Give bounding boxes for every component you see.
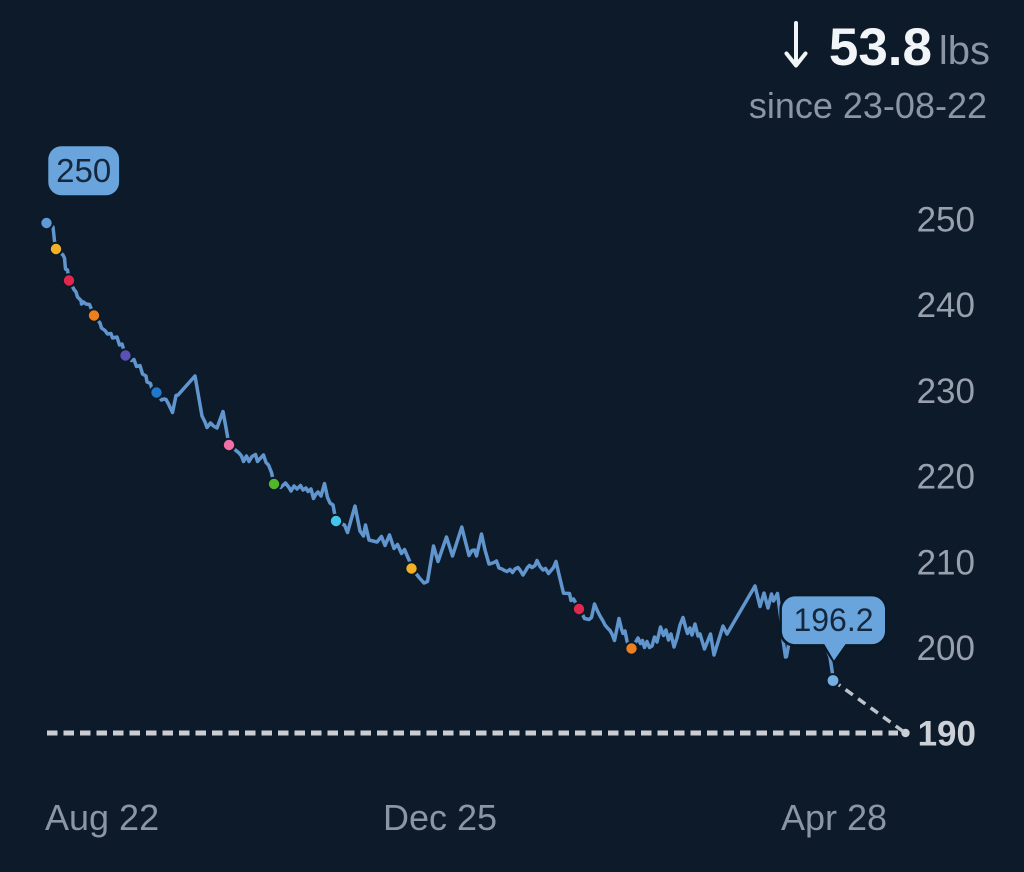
svg-text:lbs: lbs <box>939 29 990 73</box>
svg-text:53.8: 53.8 <box>829 18 932 77</box>
svg-text:Apr 28: Apr 28 <box>781 797 887 838</box>
svg-text:230: 230 <box>917 372 975 411</box>
svg-text:200: 200 <box>917 629 975 668</box>
svg-text:210: 210 <box>917 543 975 582</box>
svg-text:since 23-08-22: since 23-08-22 <box>749 85 987 126</box>
svg-text:190: 190 <box>918 715 976 754</box>
svg-text:196.2: 196.2 <box>793 602 873 638</box>
svg-text:Dec 25: Dec 25 <box>383 797 497 838</box>
svg-text:Aug 22: Aug 22 <box>45 797 159 838</box>
svg-text:220: 220 <box>917 458 975 497</box>
svg-text:240: 240 <box>917 286 975 325</box>
svg-text:250: 250 <box>56 152 111 189</box>
svg-text:250: 250 <box>917 201 975 240</box>
